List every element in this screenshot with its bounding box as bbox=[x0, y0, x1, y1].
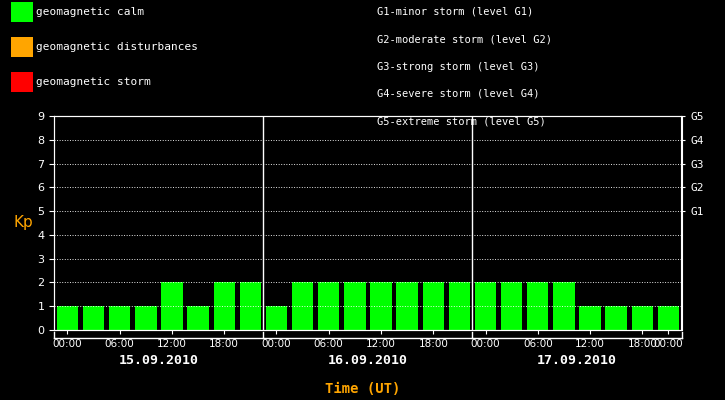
Text: geomagnetic storm: geomagnetic storm bbox=[36, 77, 151, 87]
Bar bbox=[240, 282, 261, 330]
Text: G5-extreme storm (level G5): G5-extreme storm (level G5) bbox=[377, 116, 546, 126]
Text: geomagnetic calm: geomagnetic calm bbox=[36, 7, 144, 17]
Bar bbox=[292, 282, 313, 330]
Bar bbox=[187, 306, 209, 330]
Bar bbox=[57, 306, 78, 330]
Text: 16.09.2010: 16.09.2010 bbox=[328, 354, 408, 366]
Bar bbox=[161, 282, 183, 330]
Bar bbox=[631, 306, 653, 330]
Bar bbox=[213, 282, 235, 330]
Text: 15.09.2010: 15.09.2010 bbox=[119, 354, 199, 366]
Text: G1-minor storm (level G1): G1-minor storm (level G1) bbox=[377, 7, 534, 17]
Bar bbox=[83, 306, 104, 330]
Bar bbox=[579, 306, 601, 330]
Text: Time (UT): Time (UT) bbox=[325, 382, 400, 396]
Bar bbox=[135, 306, 157, 330]
Text: 17.09.2010: 17.09.2010 bbox=[537, 354, 617, 366]
Bar bbox=[109, 306, 130, 330]
Bar bbox=[423, 282, 444, 330]
Text: G3-strong storm (level G3): G3-strong storm (level G3) bbox=[377, 62, 539, 72]
Bar bbox=[501, 282, 523, 330]
Bar bbox=[553, 282, 575, 330]
Bar bbox=[527, 282, 549, 330]
Bar bbox=[605, 306, 627, 330]
Bar bbox=[344, 282, 365, 330]
Bar bbox=[658, 306, 679, 330]
Text: G2-moderate storm (level G2): G2-moderate storm (level G2) bbox=[377, 34, 552, 44]
Bar bbox=[449, 282, 470, 330]
Bar bbox=[318, 282, 339, 330]
Bar bbox=[397, 282, 418, 330]
Bar bbox=[266, 306, 287, 330]
Bar bbox=[475, 282, 496, 330]
Text: geomagnetic disturbances: geomagnetic disturbances bbox=[36, 42, 198, 52]
Bar bbox=[370, 282, 392, 330]
Y-axis label: Kp: Kp bbox=[14, 216, 33, 230]
Text: G4-severe storm (level G4): G4-severe storm (level G4) bbox=[377, 89, 539, 99]
